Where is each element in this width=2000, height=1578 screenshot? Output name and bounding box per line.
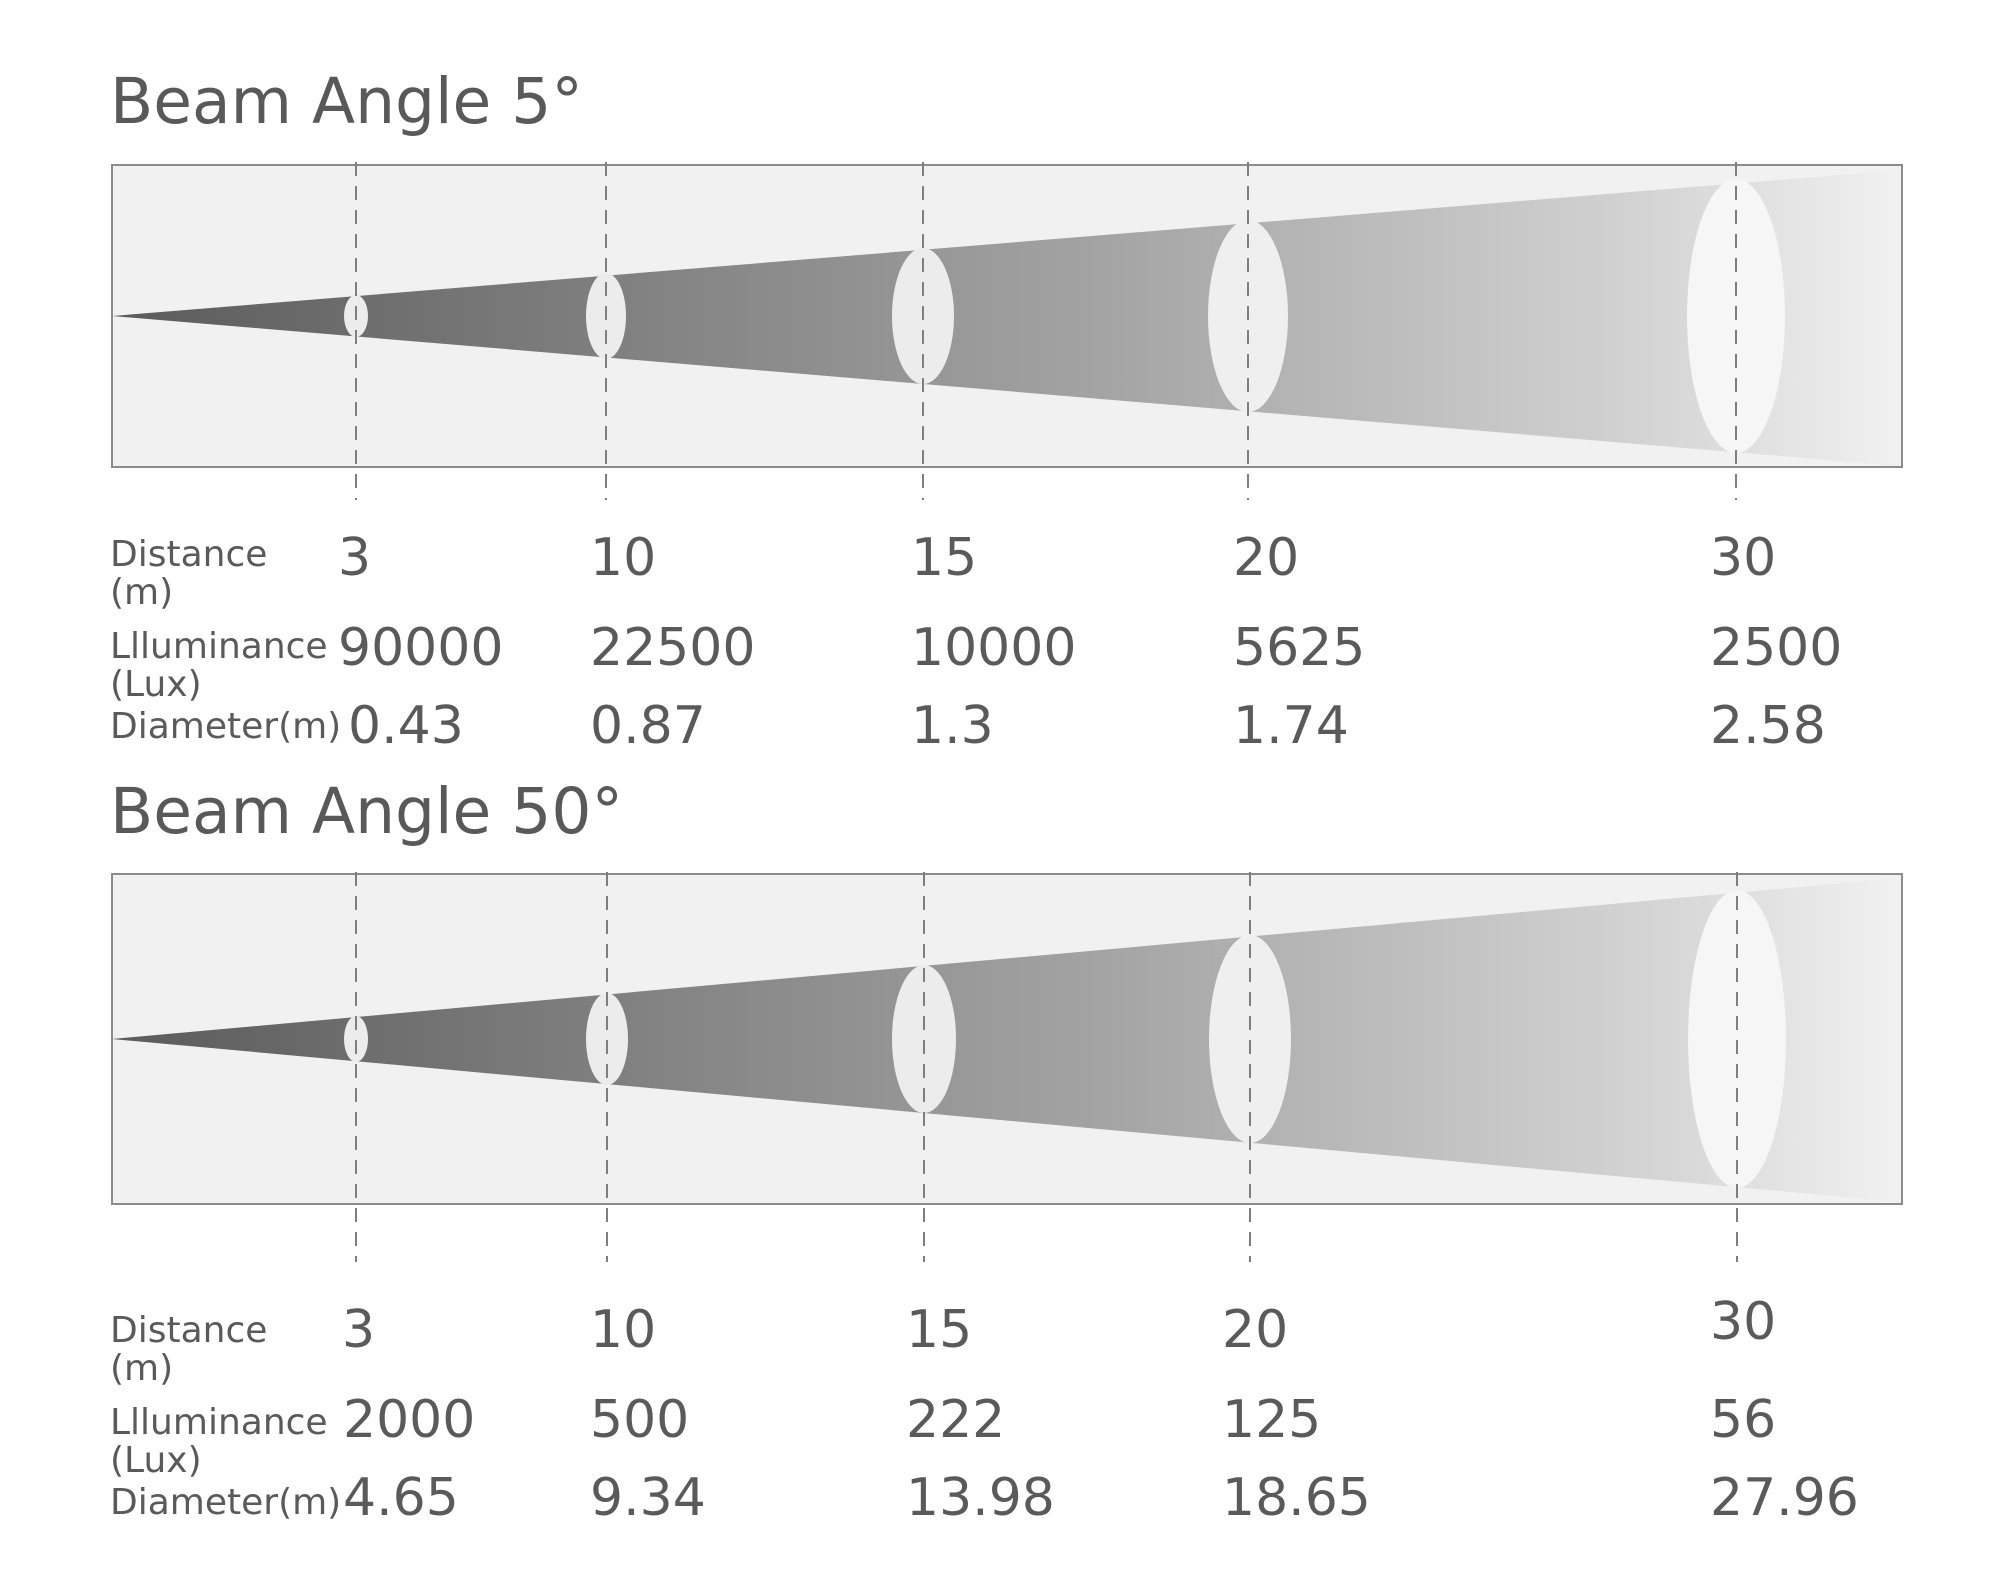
illuminance-value: 22500 (590, 618, 756, 678)
illuminance-value: 2000 (343, 1390, 476, 1450)
section-title: Beam Angle 50° (110, 775, 623, 848)
diameter-value: 0.43 (348, 696, 464, 756)
diameter-value: 1.3 (911, 696, 994, 756)
illuminance-label: Llluminance (Lux) (110, 1402, 328, 1481)
illuminance-value: 56 (1710, 1390, 1777, 1450)
diameter-value: 9.34 (590, 1468, 706, 1528)
distance-value: 30 (1710, 1292, 1777, 1352)
illuminance-value: 10000 (911, 618, 1077, 678)
distance-value: 15 (906, 1300, 973, 1360)
illuminance-label: Llluminance (Lux) (110, 626, 328, 705)
beam-diagram (111, 872, 1903, 1262)
distance-label: Distance (m) (110, 534, 268, 613)
diameter-value: 27.96 (1710, 1468, 1859, 1528)
distance-value: 20 (1233, 528, 1300, 588)
diameter-label: Diameter(m) (110, 706, 342, 747)
diameter-value: 13.98 (906, 1468, 1055, 1528)
illuminance-value: 90000 (338, 618, 504, 678)
beam-section-50: Beam Angle 50° Di (0, 0, 2000, 1524)
diameter-value: 0.87 (590, 696, 706, 756)
diameter-value: 18.65 (1222, 1468, 1371, 1528)
distance-value: 3 (342, 1300, 376, 1360)
section-title: Beam Angle 5° (110, 65, 583, 138)
distance-value: 20 (1222, 1300, 1289, 1360)
distance-label: Distance (m) (110, 1310, 268, 1389)
distance-value: 30 (1710, 528, 1777, 588)
diameter-value: 1.74 (1233, 696, 1349, 756)
beam-spot (1688, 890, 1786, 1188)
illuminance-value: 222 (906, 1390, 1006, 1450)
beam-spot (344, 1016, 368, 1062)
beam-spot (892, 965, 956, 1113)
beam-cone (112, 170, 1900, 466)
distance-value: 10 (590, 1300, 657, 1360)
illuminance-value: 500 (590, 1390, 690, 1450)
illuminance-value: 5625 (1233, 618, 1366, 678)
diameter-value: 2.58 (1710, 696, 1826, 756)
diameter-value: 4.65 (343, 1468, 459, 1528)
beam-cone (112, 878, 1900, 1202)
illuminance-value: 2500 (1710, 618, 1843, 678)
illuminance-value: 125 (1222, 1390, 1322, 1450)
beam-section-5: Beam Angle 5° Dis (0, 0, 2000, 760)
distance-value: 3 (338, 528, 372, 588)
beam-spot (586, 993, 628, 1085)
diameter-label: Diameter(m) (110, 1482, 342, 1523)
beam-diagram (111, 162, 1903, 500)
beam-spot (1209, 935, 1291, 1143)
distance-value: 15 (911, 528, 978, 588)
distance-value: 10 (590, 528, 657, 588)
